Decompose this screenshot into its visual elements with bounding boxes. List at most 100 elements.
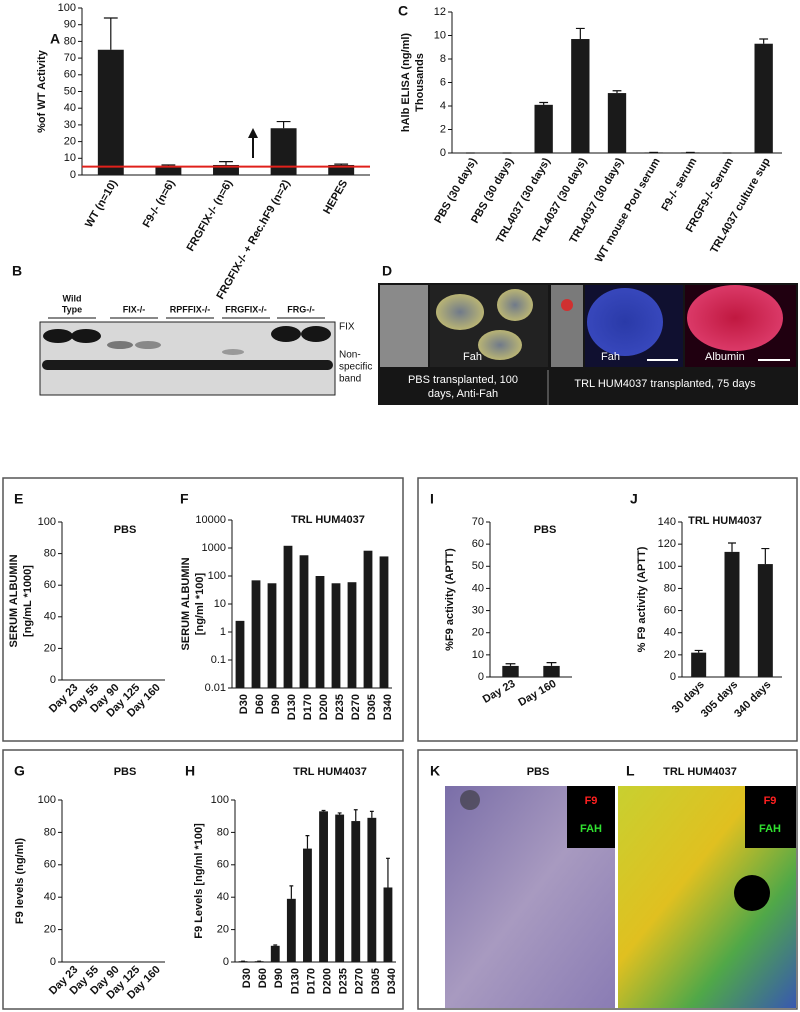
x-tick-label: D30 (238, 694, 250, 714)
error-bar (334, 163, 349, 165)
chart-title: PBS (114, 766, 137, 778)
band-label: Non- (339, 350, 361, 361)
y-tick-label: 60 (472, 538, 484, 550)
y-axis-label: Thousands (414, 53, 426, 112)
band (222, 349, 244, 355)
y-tick-label: 40 (472, 582, 484, 594)
bar (331, 583, 341, 688)
panel-letter: G (14, 763, 25, 779)
lane-label: Wild (63, 293, 82, 303)
x-tick-label: WT mouse Pool serum (593, 156, 663, 265)
band (71, 329, 101, 343)
y-tick-label: 80 (64, 35, 76, 47)
tissue (478, 330, 522, 360)
bar (299, 555, 309, 688)
y-tick-label: 20 (472, 627, 484, 639)
stain-label: F9 (764, 795, 777, 807)
y-tick-label: 4 (440, 100, 446, 112)
panel-letter: K (430, 763, 440, 779)
x-tick-label: D90 (270, 694, 282, 714)
bar (270, 128, 297, 175)
mouse-image (380, 285, 428, 367)
chart-title: PBS (114, 524, 137, 536)
y-tick-label: 70 (472, 516, 484, 528)
y-tick-label: 1 (220, 626, 226, 638)
x-tick-label: D60 (254, 694, 266, 714)
error-bar (612, 90, 622, 94)
error-bar (289, 885, 294, 899)
y-tick-label: 2 (440, 123, 446, 135)
y-tick-label: 0 (50, 674, 56, 686)
y-tick-label: 40 (664, 627, 676, 639)
y-tick-label: 20 (44, 642, 56, 654)
error-bar (276, 120, 291, 129)
y-tick-label: 12 (434, 6, 446, 18)
y-tick-label: 40 (217, 891, 229, 903)
bar (97, 49, 124, 175)
bar (315, 576, 325, 688)
y-tick-label: 0.1 (211, 654, 226, 666)
y-tick-label: 60 (44, 579, 56, 591)
y-tick-label: 40 (64, 102, 76, 114)
frame (417, 477, 798, 742)
error-bar (386, 857, 390, 888)
frame (2, 749, 404, 1010)
y-tick-label: 10000 (195, 514, 226, 526)
bar (502, 665, 519, 677)
band (42, 360, 333, 370)
error-bar (759, 38, 769, 44)
y-axis-label: % F9 activity (APTT) (636, 546, 648, 652)
y-tick-label: 100 (38, 794, 56, 806)
panel-letter: L (626, 763, 635, 779)
panel-letter: A (50, 31, 60, 47)
x-tick-label: D30 (241, 968, 253, 988)
bar (351, 821, 361, 962)
bar (347, 582, 357, 688)
image-label: Fah (463, 351, 482, 363)
x-tick-label: WT (n=10) (83, 178, 120, 230)
error-bar (539, 101, 549, 105)
legend-box (745, 786, 796, 848)
panel-letter: H (185, 763, 195, 779)
y-axis-label: SERUM ALBUMIN (180, 557, 192, 650)
y-axis-label: F9 Levels [ng/ml *100] (193, 823, 205, 939)
y-tick-label: 20 (44, 924, 56, 936)
chart-title: TRL HUM4037 (291, 514, 365, 526)
x-tick-label: D270 (354, 968, 366, 994)
x-tick-label: D170 (302, 694, 314, 720)
y-tick-label: 90 (64, 19, 76, 31)
signal (561, 299, 573, 311)
x-tick-label: D170 (305, 968, 317, 994)
y-tick-label: 20 (217, 924, 229, 936)
y-axis-label: hAlb ELISA (ng/ml) (400, 33, 412, 133)
error-bar (103, 17, 118, 50)
x-tick-label: F9-/- serum (659, 156, 699, 214)
x-tick-label: FRGFIX-/- (n=6) (185, 178, 236, 254)
tissue (587, 288, 663, 356)
y-tick-label: 0 (50, 956, 56, 968)
y-tick-label: 100 (58, 2, 76, 14)
y-tick-label: 80 (217, 826, 229, 838)
vessel (460, 790, 480, 810)
y-tick-label: 0 (478, 671, 484, 683)
y-axis-label: %of WT Activity (36, 49, 48, 133)
y-tick-label: 30 (472, 604, 484, 616)
bar (270, 945, 280, 962)
x-tick-label: D235 (334, 694, 346, 720)
band (135, 341, 161, 349)
y-tick-label: 80 (664, 582, 676, 594)
chart-title: PBS (534, 524, 557, 536)
bar (724, 551, 740, 677)
panel-letter: J (630, 491, 638, 507)
image-title: TRL HUM4037 (663, 766, 737, 778)
bar (251, 580, 261, 688)
y-tick-label: 20 (664, 649, 676, 661)
tissue (687, 285, 783, 351)
bar (534, 104, 553, 153)
band (107, 341, 133, 349)
y-axis-label: [ng/ml *100] (194, 572, 206, 635)
stain-label: F9 (585, 795, 598, 807)
bar (335, 814, 345, 962)
lane-label: FIX-/- (123, 304, 146, 314)
x-tick-label: HEPES (321, 178, 350, 216)
